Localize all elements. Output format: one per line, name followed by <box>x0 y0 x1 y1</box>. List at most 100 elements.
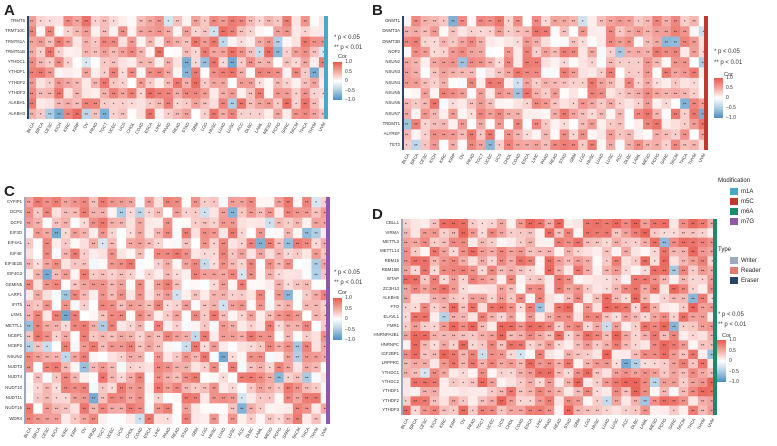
significance-mark: ** <box>471 380 475 385</box>
heatmap-cell <box>688 284 699 294</box>
significance-mark: ** <box>470 102 474 107</box>
significance-mark: ** <box>258 102 262 107</box>
heatmap-cell <box>420 387 431 397</box>
panel-a-heatmap: ** * * ** ** ** * ** * ** ** ** * ** ** * ** ** ** ** ** * ** *… <box>27 16 328 119</box>
heatmap-cell <box>401 396 411 406</box>
heatmap-cell <box>582 219 593 229</box>
heatmap-cell <box>680 16 690 27</box>
heatmap-cell <box>544 387 555 397</box>
heatmap-cell <box>163 238 173 249</box>
heatmap-cell <box>42 248 53 260</box>
heatmap-cell <box>554 284 565 294</box>
heatmap-cell <box>209 331 220 342</box>
heatmap-cell <box>559 119 570 130</box>
heatmap-cell <box>51 372 62 384</box>
heatmap-cell <box>255 108 265 119</box>
heatmap-cell <box>54 26 64 37</box>
significance-mark: ** <box>120 396 124 401</box>
heatmap-cell <box>126 382 136 394</box>
heatmap-cell <box>689 16 700 27</box>
significance-mark: ** <box>710 334 714 339</box>
significance-mark: ** <box>249 19 253 24</box>
significance-mark: ** <box>538 399 542 404</box>
significance-mark: ** <box>212 303 216 308</box>
heatmap-cell <box>448 237 459 248</box>
significance-mark: ** <box>452 278 456 283</box>
heatmap-cell <box>550 26 560 37</box>
significance-mark: * <box>663 231 665 236</box>
significance-mark: ** <box>55 355 59 360</box>
significance-mark: * <box>545 122 547 127</box>
heatmap-cell <box>487 396 498 406</box>
heatmap-cell <box>550 108 560 120</box>
heatmap-cell <box>448 349 459 360</box>
heatmap-cell <box>283 393 294 404</box>
colorbar-tick: 0 <box>345 316 348 322</box>
heatmap-cell <box>70 351 80 363</box>
significance-mark: ** <box>538 250 542 255</box>
significance-mark: * <box>176 355 178 360</box>
significance-mark: ** <box>481 371 485 376</box>
significance-mark: ** <box>544 102 548 107</box>
significance-mark: ** <box>605 334 609 339</box>
significance-mark: ** <box>48 112 52 117</box>
heatmap-cell <box>218 320 229 332</box>
significance-mark: * <box>269 221 271 226</box>
heatmap-cell <box>630 228 641 238</box>
significance-mark: ** <box>185 29 189 34</box>
significance-mark: ** <box>185 91 189 96</box>
significance-mark: ** <box>287 231 291 236</box>
heatmap-cell <box>126 269 136 280</box>
heatmap-cell <box>525 284 536 294</box>
heatmap-cell <box>487 275 498 285</box>
heatmap-cell <box>568 139 579 150</box>
heatmap-cell <box>611 247 622 257</box>
heatmap-cell <box>127 88 137 99</box>
significance-mark: ** <box>176 112 180 117</box>
significance-mark: ** <box>576 399 580 404</box>
heatmap-cell <box>592 387 603 397</box>
significance-mark: ** <box>296 417 300 422</box>
significance-mark: ** <box>92 407 96 412</box>
significance-mark: * <box>616 362 618 367</box>
heatmap-cell <box>126 300 136 311</box>
significance-mark: ** <box>563 71 567 76</box>
heatmap-cell <box>265 331 275 342</box>
significance-mark: ** <box>653 324 657 329</box>
heatmap-cell <box>573 247 584 257</box>
heatmap-cell <box>466 77 477 89</box>
heatmap-cell <box>88 331 99 342</box>
significance-mark: * <box>176 324 178 329</box>
significance-mark: ** <box>27 303 31 308</box>
heatmap-cell <box>525 396 536 406</box>
significance-mark: ** <box>267 40 271 45</box>
significance-mark: ** <box>488 81 492 86</box>
significance-mark: ** <box>609 29 613 34</box>
heatmap-cell <box>265 227 275 239</box>
heatmap-cell <box>127 108 137 119</box>
heatmap-cell <box>88 289 99 301</box>
significance-mark: ** <box>423 91 427 96</box>
significance-mark: ** <box>488 143 492 148</box>
heatmap-cell <box>135 403 145 414</box>
heatmap-cell <box>51 341 62 353</box>
heatmap-cell <box>109 67 119 79</box>
significance-mark: ** <box>185 303 189 308</box>
row-label: CYFIP1 <box>6 198 22 204</box>
heatmap-cell <box>420 368 431 378</box>
heatmap-cell <box>302 238 312 249</box>
heatmap-cell <box>401 312 411 322</box>
heatmap-cell <box>429 284 440 294</box>
significance-mark: ** <box>481 380 485 385</box>
significance-mark: ** <box>112 40 116 45</box>
heatmap-cell <box>172 227 182 239</box>
significance-mark: * <box>665 102 667 107</box>
heatmap-cell <box>172 300 182 311</box>
significance-mark: ** <box>481 324 485 329</box>
heatmap-cell <box>535 247 545 257</box>
heatmap-cell <box>51 227 62 239</box>
heatmap-cell <box>33 227 43 239</box>
significance-mark: ** <box>500 399 504 404</box>
heatmap-cell <box>320 248 330 260</box>
significance-mark: * <box>323 91 325 96</box>
